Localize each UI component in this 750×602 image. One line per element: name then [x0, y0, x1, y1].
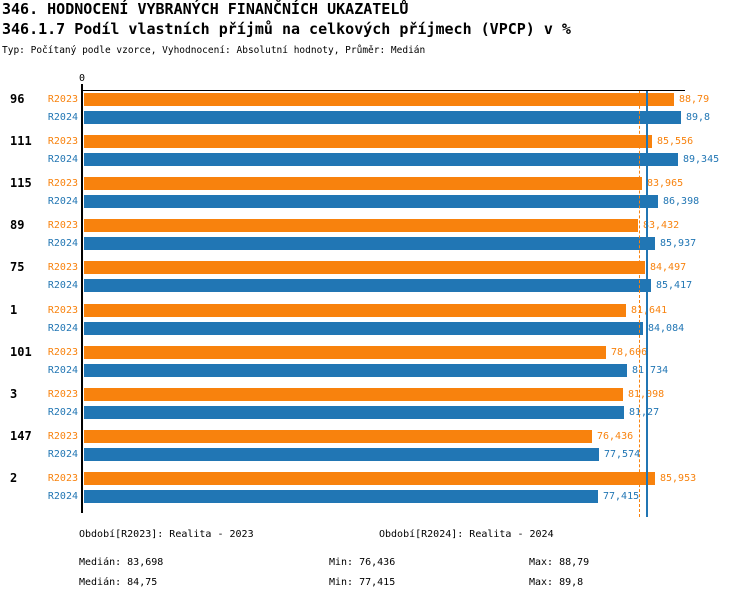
- category-label: 1: [10, 303, 18, 317]
- series-row-label: R2024: [47, 407, 78, 418]
- category-label: 111: [10, 134, 32, 148]
- bar-r2024: [84, 111, 681, 124]
- series-row-label: R2023: [47, 389, 78, 400]
- bar-value-label: 83,432: [643, 220, 680, 231]
- bar-r2023: [84, 430, 592, 443]
- bar-r2023: [84, 93, 674, 106]
- category-label: 2: [10, 471, 18, 485]
- bar-r2024: [84, 195, 658, 208]
- bar-r2023: [84, 388, 623, 401]
- series-row-label: R2024: [47, 323, 78, 334]
- median-line-r2023: [639, 91, 640, 517]
- category-label: 3: [10, 387, 18, 401]
- stat-max-r2023: Max: 88,79: [529, 557, 590, 568]
- stat-min-r2024: Min: 77,415: [329, 577, 396, 588]
- report-meta-line: Typ: Počítaný podle vzorce, Vyhodnocení:…: [2, 45, 426, 56]
- bar-r2024: [84, 153, 678, 166]
- category-label: 75: [10, 260, 25, 274]
- bar-r2024: [84, 406, 624, 419]
- stat-min-r2023: Min: 76,436: [329, 557, 396, 568]
- bar-value-label: 76,436: [597, 431, 634, 442]
- bar-value-label: 85,953: [660, 473, 697, 484]
- series-row-label: R2023: [47, 305, 78, 316]
- series-row-label: R2024: [47, 154, 78, 165]
- category-label: 115: [10, 176, 32, 190]
- stat-median-r2024: Medián: 84,75: [79, 577, 158, 588]
- x-axis-top-line: [81, 90, 685, 91]
- bar-value-label: 83,965: [647, 178, 684, 189]
- bar-value-label: 77,415: [603, 491, 640, 502]
- bar-value-label: 81,27: [629, 407, 660, 418]
- bar-r2023: [84, 346, 606, 359]
- category-label: 147: [10, 429, 32, 443]
- bar-value-label: 77,574: [604, 449, 641, 460]
- bar-r2023: [84, 261, 645, 274]
- bar-r2023: [84, 219, 638, 232]
- bar-value-label: 81,734: [632, 365, 669, 376]
- bar-value-label: 85,937: [660, 238, 697, 249]
- series-row-label: R2024: [47, 280, 78, 291]
- bar-value-label: 89,8: [686, 112, 711, 123]
- series-row-label: R2023: [47, 178, 78, 189]
- series-row-label: R2023: [47, 220, 78, 231]
- x-axis-zero-tick-label: 0: [78, 73, 86, 84]
- bar-r2024: [84, 364, 627, 377]
- category-label: 96: [10, 92, 25, 106]
- bar-r2023: [84, 177, 642, 190]
- y-axis-line: [81, 84, 83, 513]
- bar-value-label: 78,606: [611, 347, 648, 358]
- report-title: 346. HODNOCENÍ VYBRANÝCH FINANČNÍCH UKAZ…: [2, 0, 409, 18]
- series-row-label: R2024: [47, 238, 78, 249]
- bar-value-label: 85,417: [656, 280, 693, 291]
- series-row-label: R2024: [47, 365, 78, 376]
- series-row-label: R2023: [47, 347, 78, 358]
- series-row-label: R2024: [47, 112, 78, 123]
- series-row-label: R2023: [47, 431, 78, 442]
- bar-r2024: [84, 279, 651, 292]
- series-row-label: R2023: [47, 473, 78, 484]
- bar-value-label: 84,084: [648, 323, 685, 334]
- series-row-label: R2024: [47, 196, 78, 207]
- indicator-subtitle: 346.1.7 Podíl vlastních příjmů na celkov…: [2, 20, 571, 38]
- bar-r2023: [84, 472, 655, 485]
- bar-value-label: 85,556: [657, 136, 694, 147]
- bar-r2024: [84, 322, 643, 335]
- bar-r2024: [84, 237, 655, 250]
- series-row-label: R2023: [47, 136, 78, 147]
- series-row-label: R2023: [47, 262, 78, 273]
- median-line-r2024: [646, 91, 648, 517]
- category-label: 89: [10, 218, 25, 232]
- series-row-label: R2023: [47, 94, 78, 105]
- bar-value-label: 81,641: [631, 305, 668, 316]
- series-row-label: R2024: [47, 449, 78, 460]
- bar-r2023: [84, 304, 626, 317]
- legend-item-r2024: Období[R2024]: Realita - 2024: [379, 529, 554, 540]
- series-row-label: R2024: [47, 491, 78, 502]
- bar-r2024: [84, 448, 599, 461]
- stat-median-r2023: Medián: 83,698: [79, 557, 164, 568]
- legend-item-r2023: Období[R2023]: Realita - 2023: [79, 529, 254, 540]
- bar-value-label: 86,398: [663, 196, 700, 207]
- stat-max-r2024: Max: 89,8: [529, 577, 584, 588]
- bar-r2024: [84, 490, 598, 503]
- category-label: 101: [10, 345, 32, 359]
- bar-value-label: 88,79: [679, 94, 710, 105]
- bar-value-label: 84,497: [650, 262, 687, 273]
- bar-value-label: 89,345: [683, 154, 720, 165]
- bar-r2023: [84, 135, 652, 148]
